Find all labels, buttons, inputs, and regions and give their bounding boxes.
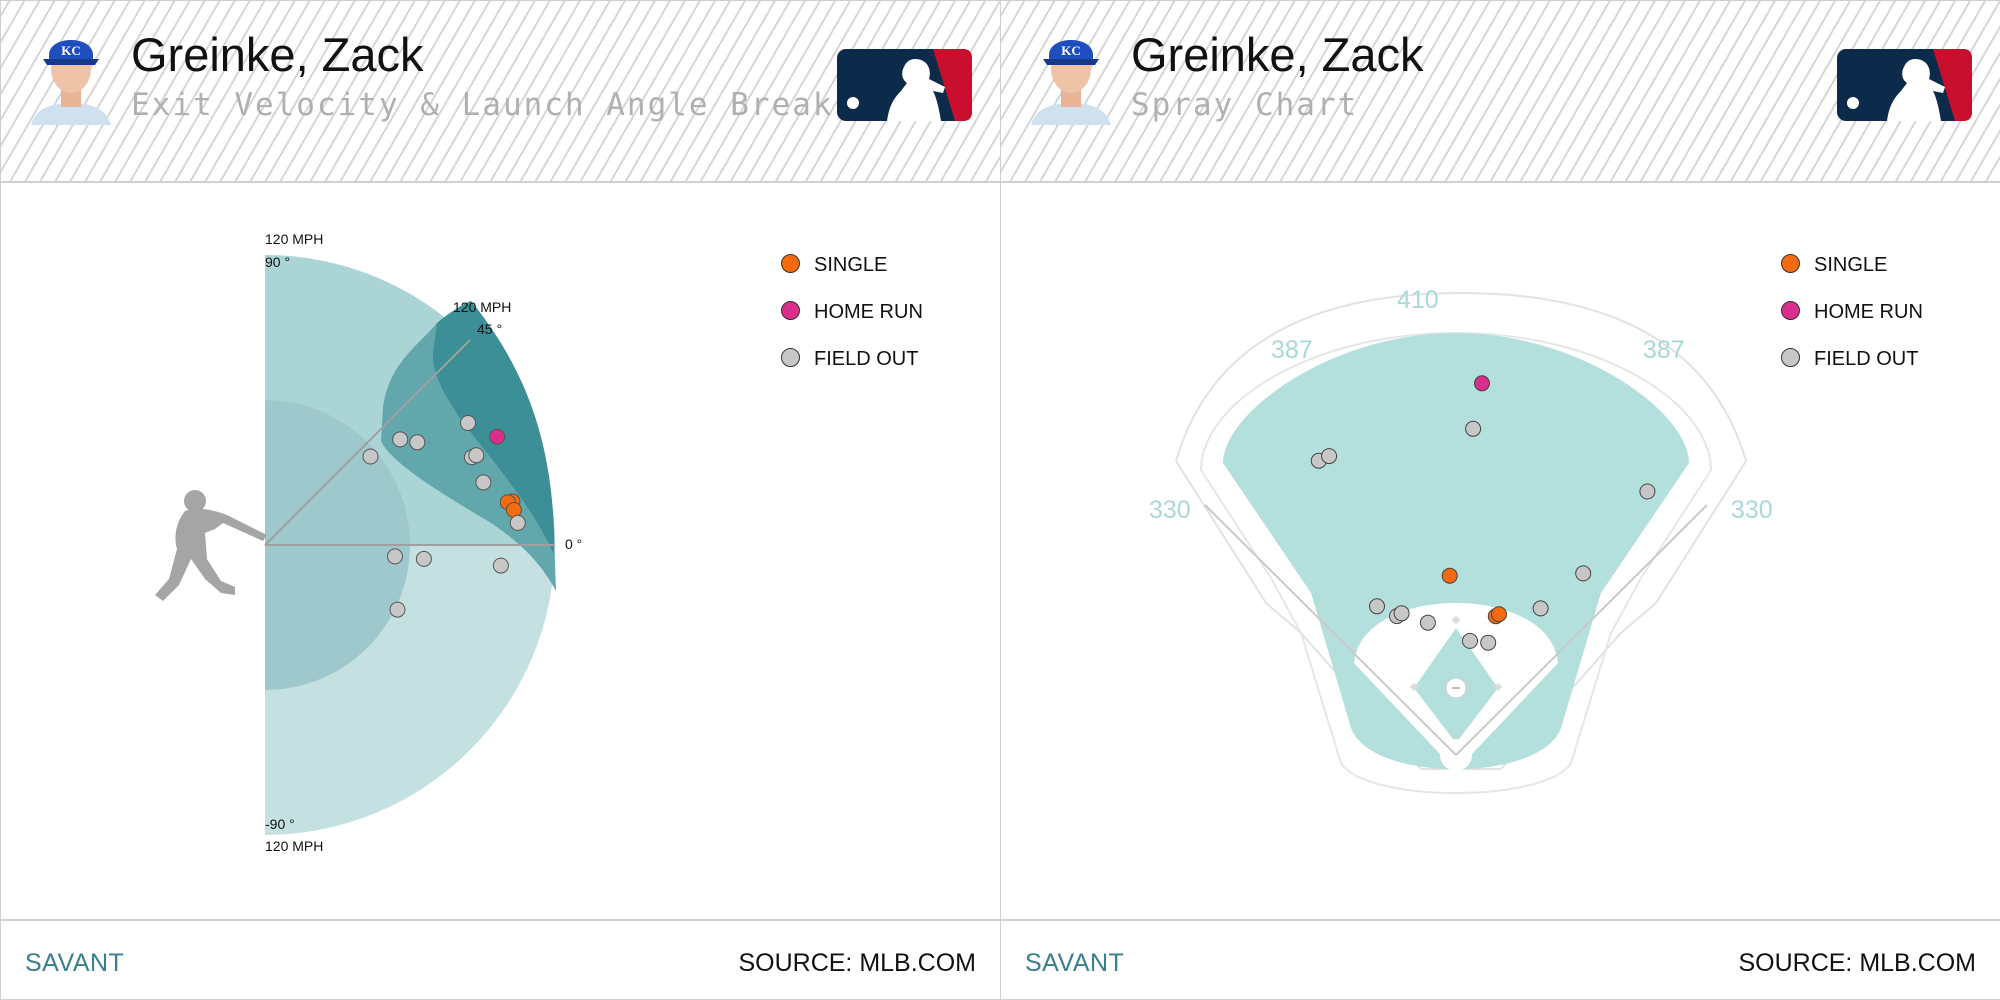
legend-swatch-single: [1781, 254, 1800, 273]
angle-label-0: 0 °: [565, 536, 582, 552]
ev-point-field-out: [509, 514, 526, 531]
source-credit: SOURCE: MLB.COM: [738, 949, 976, 977]
spray-point-field-out: [1465, 420, 1482, 437]
spray-point-field-out: [1480, 634, 1497, 651]
angle-label-speed-90: 120 MPH: [265, 231, 323, 247]
legend-label-single: SINGLE: [814, 254, 888, 276]
svg-text:KC: KC: [61, 43, 81, 58]
spray-point-single: [1441, 567, 1458, 584]
spray-panel: KC Greinke, Zack Spray Chart 330 387 41: [1000, 0, 2000, 1000]
ev-point-field-out: [362, 448, 379, 465]
ev-point-field-out: [392, 431, 409, 448]
ev-la-background: [264, 255, 556, 835]
ev-point-field-out: [475, 474, 492, 491]
legend-swatch-single: [781, 254, 800, 273]
ballpark-field: [1174, 291, 1748, 794]
ev-la-axis-labels: 120 MPH 90 ° 120 MPH 45 ° 0 ° -90 ° 120 MPH: [265, 231, 582, 854]
spray-chart: 330 387 410 387 330: [1149, 286, 1773, 794]
ev-la-panel: KC Greinke, Zack Exit Velocity & Launch …: [0, 0, 1001, 1000]
fence-distance-center: 410: [1397, 286, 1439, 314]
spray-point-field-out: [1393, 605, 1410, 622]
angle-label-90: 90 °: [265, 254, 290, 270]
spray-point-field-out: [1639, 483, 1656, 500]
panel-header: KC Greinke, Zack Spray Chart: [1001, 1, 2000, 183]
legend-swatch-home-run: [1781, 301, 1800, 320]
spray-point-field-out: [1369, 598, 1385, 615]
player-headshot: KC: [31, 40, 111, 125]
ev-point-field-out: [409, 434, 426, 451]
ev-point-field-out: [460, 415, 476, 431]
mlb-logo: [837, 49, 972, 121]
spray-point-field-out: [1575, 565, 1592, 582]
ev-point-home-run: [489, 428, 506, 445]
spray-points: [1310, 375, 1656, 651]
legend-swatch-field-out: [781, 348, 800, 367]
angle-label-speed-45: 120 MPH: [453, 299, 511, 315]
legend-swatch-home-run: [781, 301, 800, 320]
savant-brand: SAVANT: [1025, 949, 1125, 977]
legend-label-home-run: HOME RUN: [1814, 301, 1923, 323]
ev-point-field-out: [389, 601, 406, 618]
fence-distance-right-line: 330: [1731, 496, 1773, 524]
mlb-logo: [1837, 49, 1972, 121]
ev-point-field-out: [468, 447, 485, 464]
spray-point-field-out: [1419, 614, 1436, 631]
ev-barrel-zone: [432, 301, 554, 555]
spray-point-single: [1491, 606, 1507, 623]
spray-point-home-run: [1474, 375, 1490, 392]
ev-la-chart: 120 MPH 90 ° 120 MPH 45 ° 0 ° -90 ° 120 MPH: [155, 231, 582, 854]
angle-label-45: 45 °: [477, 321, 502, 337]
ev-45-degree-line: [264, 339, 471, 546]
panel-footer: SAVANT SOURCE: MLB.COM: [1001, 919, 2000, 999]
angle-label-speed-minus-90: 120 MPH: [265, 838, 323, 854]
spray-point-field-out: [1532, 600, 1549, 617]
legend-label-field-out: FIELD OUT: [1814, 348, 1919, 370]
player-name: Greinke, Zack: [131, 28, 424, 81]
batter-silhouette-icon: [155, 490, 267, 601]
chart-subtitle: Spray Chart: [1131, 87, 1359, 123]
panel-footer: SAVANT SOURCE: MLB.COM: [1, 919, 1000, 999]
fence-distance-left-line: 330: [1149, 496, 1191, 524]
fence-distance-labels: 330 387 410 387 330: [1149, 286, 1773, 524]
chart-subtitle: Exit Velocity & Launch Angle Breakdown: [131, 87, 831, 123]
ev-la-points: [362, 415, 526, 618]
ev-point-field-out: [387, 548, 403, 565]
panel-header: KC Greinke, Zack Exit Velocity & Launch …: [1, 1, 1000, 183]
fence-distance-left-center: 387: [1271, 336, 1313, 364]
player-name: Greinke, Zack: [1131, 28, 1424, 81]
spray-point-field-out: [1462, 632, 1478, 649]
savant-brand: SAVANT: [25, 949, 125, 977]
svg-text:KC: KC: [1061, 43, 1081, 58]
source-credit: SOURCE: MLB.COM: [1738, 949, 1976, 977]
ev-point-field-out: [492, 557, 509, 574]
legend-swatch-field-out: [1781, 348, 1800, 367]
ev-point-field-out: [415, 550, 432, 567]
fence-distance-right-center: 387: [1643, 336, 1685, 364]
spray-point-field-out: [1321, 448, 1338, 465]
angle-label-minus-90: -90 °: [265, 816, 295, 832]
legend-label-field-out: FIELD OUT: [814, 348, 919, 370]
legend-label-home-run: HOME RUN: [814, 301, 923, 323]
player-headshot: KC: [1031, 40, 1111, 125]
legend-label-single: SINGLE: [1814, 254, 1888, 276]
